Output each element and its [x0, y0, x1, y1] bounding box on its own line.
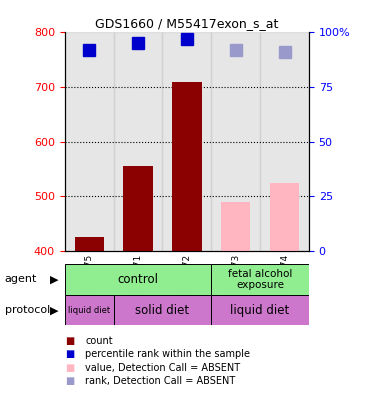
Bar — [65, 32, 114, 251]
Bar — [162, 32, 211, 251]
Text: ■: ■ — [65, 336, 74, 346]
Text: agent: agent — [5, 275, 37, 284]
Text: fetal alcohol
exposure: fetal alcohol exposure — [228, 269, 292, 290]
Bar — [211, 32, 260, 251]
Bar — [74, 237, 104, 251]
Text: solid diet: solid diet — [135, 303, 189, 317]
Text: percentile rank within the sample: percentile rank within the sample — [85, 350, 250, 359]
Bar — [114, 295, 211, 325]
Text: protocol: protocol — [5, 305, 50, 315]
Bar — [221, 202, 250, 251]
Text: liquid diet: liquid diet — [231, 303, 290, 317]
Text: control: control — [118, 273, 158, 286]
Bar — [65, 264, 211, 295]
Bar — [211, 264, 309, 295]
Bar — [172, 81, 202, 251]
Bar — [270, 183, 299, 251]
Text: ▶: ▶ — [50, 275, 58, 284]
Text: value, Detection Call = ABSENT: value, Detection Call = ABSENT — [85, 363, 240, 373]
Bar — [65, 295, 114, 325]
Text: ■: ■ — [65, 350, 74, 359]
Text: liquid diet: liquid diet — [68, 305, 110, 315]
Text: ■: ■ — [65, 363, 74, 373]
Text: ▶: ▶ — [50, 305, 58, 315]
Title: GDS1660 / M55417exon_s_at: GDS1660 / M55417exon_s_at — [95, 17, 279, 30]
Text: count: count — [85, 336, 113, 346]
Bar — [260, 32, 309, 251]
Bar — [211, 295, 309, 325]
Bar — [114, 32, 162, 251]
Bar — [123, 166, 153, 251]
Text: rank, Detection Call = ABSENT: rank, Detection Call = ABSENT — [85, 376, 235, 386]
Text: ■: ■ — [65, 376, 74, 386]
